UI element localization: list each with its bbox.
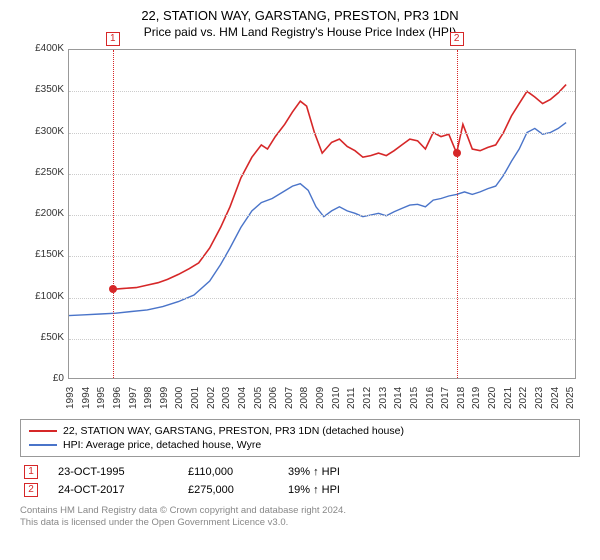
plot-region: 12 xyxy=(68,49,576,379)
x-tick-label: 1999 xyxy=(159,387,170,409)
marker-table-row: 2 24-OCT-2017 £275,000 19% ↑ HPI xyxy=(20,481,580,499)
legend-label: 22, STATION WAY, GARSTANG, PRESTON, PR3 … xyxy=(63,425,404,437)
chart-area: 12 1993 1994 1995 1996 1997 1998 1999 2000 2001 2… xyxy=(20,45,580,415)
gridline xyxy=(69,339,575,340)
x-tick-label: 2025 xyxy=(565,387,576,409)
x-tick-label: 1998 xyxy=(143,387,154,409)
footer-line: This data is licensed under the Open Gov… xyxy=(20,517,580,529)
x-tick-label: 2021 xyxy=(503,387,514,409)
marker-line xyxy=(113,50,114,378)
x-tick-label: 2023 xyxy=(534,387,545,409)
x-tick-label: 2007 xyxy=(284,387,295,409)
x-tick-label: 2000 xyxy=(174,387,185,409)
y-tick-label: £100K xyxy=(20,291,64,302)
footer-attribution: Contains HM Land Registry data © Crown c… xyxy=(20,505,580,530)
gridline xyxy=(69,133,575,134)
legend-label: HPI: Average price, detached house, Wyre xyxy=(63,439,261,451)
x-tick-label: 2005 xyxy=(253,387,264,409)
marker-table-row: 1 23-OCT-1995 £110,000 39% ↑ HPI xyxy=(20,463,580,481)
marker-table-index: 2 xyxy=(24,483,38,497)
x-tick-label: 1994 xyxy=(81,387,92,409)
y-tick-label: £200K xyxy=(20,208,64,219)
x-tick-label: 2018 xyxy=(456,387,467,409)
legend-item: 22, STATION WAY, GARSTANG, PRESTON, PR3 … xyxy=(29,424,571,438)
marker-label-box: 1 xyxy=(106,32,120,46)
gridline xyxy=(69,91,575,92)
chart-subtitle: Price paid vs. HM Land Registry's House … xyxy=(10,25,590,39)
x-tick-label: 2020 xyxy=(487,387,498,409)
marker-dot xyxy=(453,149,461,157)
legend: 22, STATION WAY, GARSTANG, PRESTON, PR3 … xyxy=(20,419,580,457)
y-tick-label: £350K xyxy=(20,84,64,95)
x-tick-label: 2017 xyxy=(440,387,451,409)
x-tick-label: 2003 xyxy=(221,387,232,409)
series-line-property xyxy=(113,85,566,290)
gridline xyxy=(69,174,575,175)
marker-line xyxy=(457,50,458,378)
y-tick-label: £300K xyxy=(20,126,64,137)
x-tick-label: 2006 xyxy=(268,387,279,409)
marker-table-index: 1 xyxy=(24,465,38,479)
marker-price: £275,000 xyxy=(188,484,268,496)
x-tick-label: 2013 xyxy=(378,387,389,409)
x-tick-label: 1996 xyxy=(112,387,123,409)
x-tick-label: 2009 xyxy=(315,387,326,409)
marker-dot xyxy=(109,285,117,293)
y-tick-label: £250K xyxy=(20,167,64,178)
markers-table: 1 23-OCT-1995 £110,000 39% ↑ HPI 2 24-OCT-201… xyxy=(20,463,580,499)
marker-price: £110,000 xyxy=(188,466,268,478)
x-tick-label: 2012 xyxy=(362,387,373,409)
x-tick-label: 2004 xyxy=(237,387,248,409)
gridline xyxy=(69,256,575,257)
legend-swatch xyxy=(29,430,57,432)
x-tick-label: 2010 xyxy=(331,387,342,409)
x-tick-label: 2016 xyxy=(425,387,436,409)
x-tick-label: 2019 xyxy=(471,387,482,409)
y-tick-label: £50K xyxy=(20,332,64,343)
y-tick-label: £0 xyxy=(20,373,64,384)
x-tick-label: 2002 xyxy=(206,387,217,409)
gridline xyxy=(69,215,575,216)
x-tick-label: 2001 xyxy=(190,387,201,409)
x-tick-label: 1997 xyxy=(128,387,139,409)
legend-swatch xyxy=(29,444,57,446)
x-tick-label: 2015 xyxy=(409,387,420,409)
marker-date: 24-OCT-2017 xyxy=(58,484,168,496)
gridline xyxy=(69,298,575,299)
x-tick-label: 1995 xyxy=(96,387,107,409)
x-tick-label: 2014 xyxy=(393,387,404,409)
y-tick-label: £400K xyxy=(20,43,64,54)
x-tick-label: 2008 xyxy=(299,387,310,409)
x-tick-label: 2011 xyxy=(346,387,357,409)
x-tick-label: 2022 xyxy=(518,387,529,409)
marker-hpi: 19% ↑ HPI xyxy=(288,484,340,496)
chart-title: 22, STATION WAY, GARSTANG, PRESTON, PR3 … xyxy=(10,8,590,23)
marker-date: 23-OCT-1995 xyxy=(58,466,168,478)
marker-label-box: 2 xyxy=(450,32,464,46)
x-axis-labels: 1993 1994 1995 1996 1997 1998 1999 2000 2001 2002… xyxy=(68,381,576,411)
x-tick-label: 1993 xyxy=(65,387,76,409)
x-tick-label: 2024 xyxy=(550,387,561,409)
legend-item: HPI: Average price, detached house, Wyre xyxy=(29,438,571,452)
marker-hpi: 39% ↑ HPI xyxy=(288,466,340,478)
y-tick-label: £150K xyxy=(20,249,64,260)
footer-line: Contains HM Land Registry data © Crown c… xyxy=(20,505,580,517)
